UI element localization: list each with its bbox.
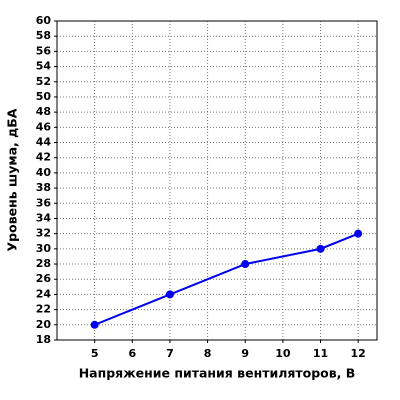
- point: [241, 260, 250, 269]
- y-tick-label: 60: [36, 14, 52, 27]
- y-tick-label: 30: [36, 242, 52, 255]
- y-axis-label: Уровень шума, дБА: [5, 108, 20, 251]
- plot-frame: [56, 20, 378, 341]
- y-tick-label: 26: [36, 272, 52, 285]
- y-tick-label: 36: [36, 196, 52, 209]
- y-tick-label: 20: [36, 318, 52, 331]
- y-tick-label: 48: [36, 105, 51, 118]
- y-tick-label: 18: [36, 333, 51, 346]
- y-tick-label: 56: [36, 44, 52, 57]
- y-tick-label: 46: [36, 120, 52, 133]
- x-tick-label: 7: [166, 347, 174, 360]
- y-tick-label: 32: [36, 227, 51, 240]
- y-tick-label: 34: [36, 211, 52, 224]
- x-tick-label: 10: [275, 347, 291, 360]
- x-tick-label: 8: [204, 347, 212, 360]
- x-tick-label: 6: [128, 347, 136, 360]
- y-tick-label: 50: [36, 90, 52, 103]
- y-tick-label: 28: [36, 257, 51, 270]
- x-axis-label: Напряжение питания вентиляторов, В: [79, 366, 356, 381]
- x-tick-label: 11: [313, 347, 328, 360]
- y-tick-label: 54: [36, 60, 52, 73]
- y-tick-label: 58: [36, 29, 51, 42]
- y-tick-label: 24: [36, 287, 52, 300]
- point: [354, 229, 363, 238]
- x-tick-label: 9: [241, 347, 249, 360]
- x-tick-label: 5: [91, 347, 99, 360]
- point: [316, 244, 325, 253]
- y-tick-label: 40: [36, 166, 52, 179]
- y-tick-label: 22: [36, 303, 51, 316]
- x-tick-label: 12: [351, 347, 366, 360]
- y-tick-label: 42: [36, 151, 51, 164]
- y-tick-label: 44: [36, 136, 52, 149]
- y-tick-label: 52: [36, 75, 51, 88]
- y-tick-label: 38: [36, 181, 51, 194]
- point: [90, 320, 99, 329]
- point: [165, 290, 174, 299]
